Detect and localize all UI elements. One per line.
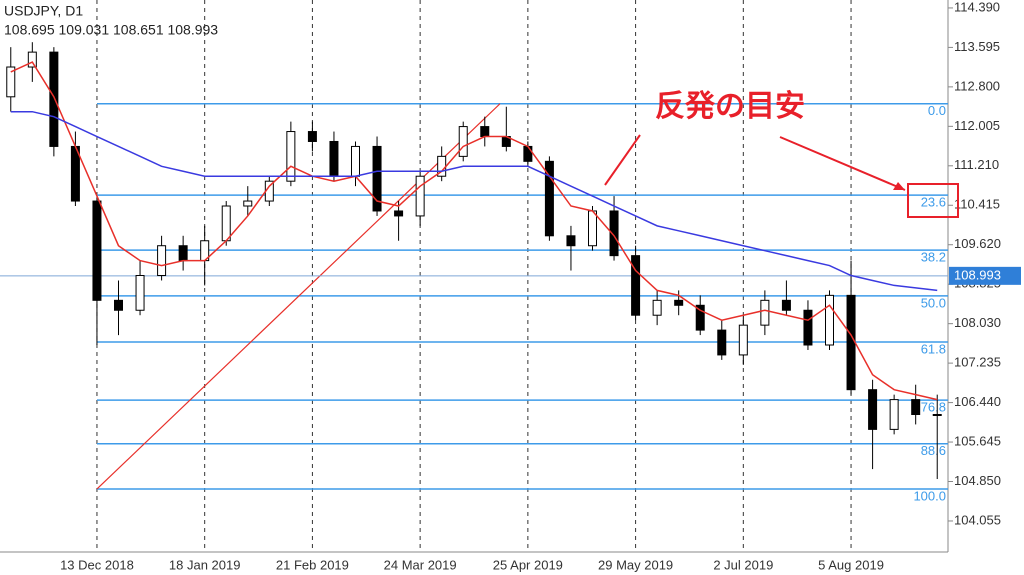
y-tick-label: 112.800 bbox=[954, 78, 1000, 93]
ohlc-text: 108.695 109.031 108.651 108.993 bbox=[4, 22, 218, 38]
x-tick-label: 5 Aug 2019 bbox=[818, 557, 884, 572]
candle-body bbox=[588, 210, 597, 247]
candle-body bbox=[221, 205, 231, 242]
y-tick-label: 111.210 bbox=[954, 157, 999, 172]
y-tick-label: 114.390 bbox=[954, 0, 1000, 14]
candle-body bbox=[6, 66, 16, 98]
x-tick-label: 21 Feb 2019 bbox=[276, 557, 349, 572]
candle-body bbox=[27, 51, 37, 68]
candle-body bbox=[631, 255, 641, 316]
y-tick-label: 108.030 bbox=[954, 315, 1001, 330]
y-tick-label: 110.415 bbox=[954, 197, 1000, 212]
candle-body bbox=[286, 131, 296, 182]
annotation-arrow bbox=[779, 136, 906, 191]
candle-body bbox=[243, 200, 253, 207]
candle-body bbox=[394, 210, 404, 217]
candle-body bbox=[717, 329, 727, 356]
fib-label: 100.0 bbox=[913, 488, 946, 503]
candle-body bbox=[825, 294, 834, 346]
candle-body bbox=[652, 299, 662, 316]
y-tick-label: 104.850 bbox=[954, 473, 1001, 488]
fib-label: 76.8 bbox=[921, 400, 946, 415]
candle-body bbox=[49, 51, 59, 147]
candle-body bbox=[803, 309, 813, 346]
last-price-box bbox=[949, 266, 1021, 285]
highlight-box bbox=[907, 183, 959, 218]
x-tick-label: 18 Jan 2019 bbox=[169, 557, 241, 572]
x-tick-label: 29 May 2019 bbox=[598, 557, 673, 572]
plot: 114.390 113.595 112.800 112.005 111.210 110.4… bbox=[0, 0, 1001, 572]
y-tick-label: 113.595 bbox=[954, 39, 1000, 54]
candle-body bbox=[480, 126, 490, 138]
y-tick-label: 107.235 bbox=[954, 355, 1001, 370]
fib-label: 23.6 bbox=[921, 195, 946, 210]
y-tick-label: 106.440 bbox=[954, 394, 1001, 409]
candle-body bbox=[566, 235, 576, 247]
candle-body bbox=[760, 299, 770, 326]
candle-body bbox=[92, 200, 102, 301]
candle-body bbox=[932, 413, 942, 416]
candle-body bbox=[889, 399, 899, 430]
y-tick-label: 112.005 bbox=[954, 118, 1000, 133]
candle-body bbox=[695, 304, 705, 331]
candle-body bbox=[307, 131, 317, 142]
candle-body bbox=[178, 245, 188, 262]
candle-body bbox=[544, 160, 554, 237]
last-price-label: 108.993 bbox=[954, 267, 1001, 282]
fib-label: 50.0 bbox=[921, 295, 946, 310]
fib-label: 38.2 bbox=[921, 250, 946, 265]
candle-body bbox=[911, 399, 921, 415]
candle-body bbox=[458, 126, 468, 157]
moving-average bbox=[10, 61, 938, 401]
arrow-head bbox=[893, 182, 905, 190]
x-tick-label: 13 Dec 2018 bbox=[60, 557, 134, 572]
candle-body bbox=[114, 299, 123, 311]
y-tick-label: 109.620 bbox=[954, 236, 1001, 251]
candle-body bbox=[674, 299, 684, 306]
candle-body bbox=[738, 324, 748, 356]
candle-body bbox=[329, 140, 339, 177]
x-tick-label: 25 Apr 2019 bbox=[493, 557, 563, 572]
annotation-arrow bbox=[604, 134, 641, 186]
candle-body bbox=[609, 210, 619, 257]
candle-body bbox=[868, 389, 878, 430]
chart-title: USDJPY, D1 bbox=[4, 3, 83, 19]
fib-diagonal bbox=[96, 103, 501, 490]
candle-body bbox=[415, 175, 425, 217]
fib-label: 0.0 bbox=[928, 103, 946, 118]
candle-body bbox=[523, 145, 533, 162]
annotation: 反発の目安 bbox=[655, 90, 805, 123]
y-tick-label: 105.645 bbox=[954, 433, 1001, 448]
candle-body bbox=[846, 294, 856, 391]
candle-body bbox=[351, 145, 360, 177]
y-tick-label: 104.055 bbox=[954, 512, 1001, 527]
candle-body bbox=[781, 299, 791, 311]
fib-label: 61.8 bbox=[921, 341, 946, 356]
x-tick-label: 24 Mar 2019 bbox=[384, 557, 457, 572]
moving-average bbox=[10, 110, 938, 292]
x-tick-label: 2 Jul 2019 bbox=[713, 557, 773, 572]
candle-body bbox=[157, 245, 167, 277]
candle-body bbox=[135, 275, 145, 311]
candle-body bbox=[372, 145, 382, 212]
fib-label: 88.6 bbox=[921, 443, 946, 458]
